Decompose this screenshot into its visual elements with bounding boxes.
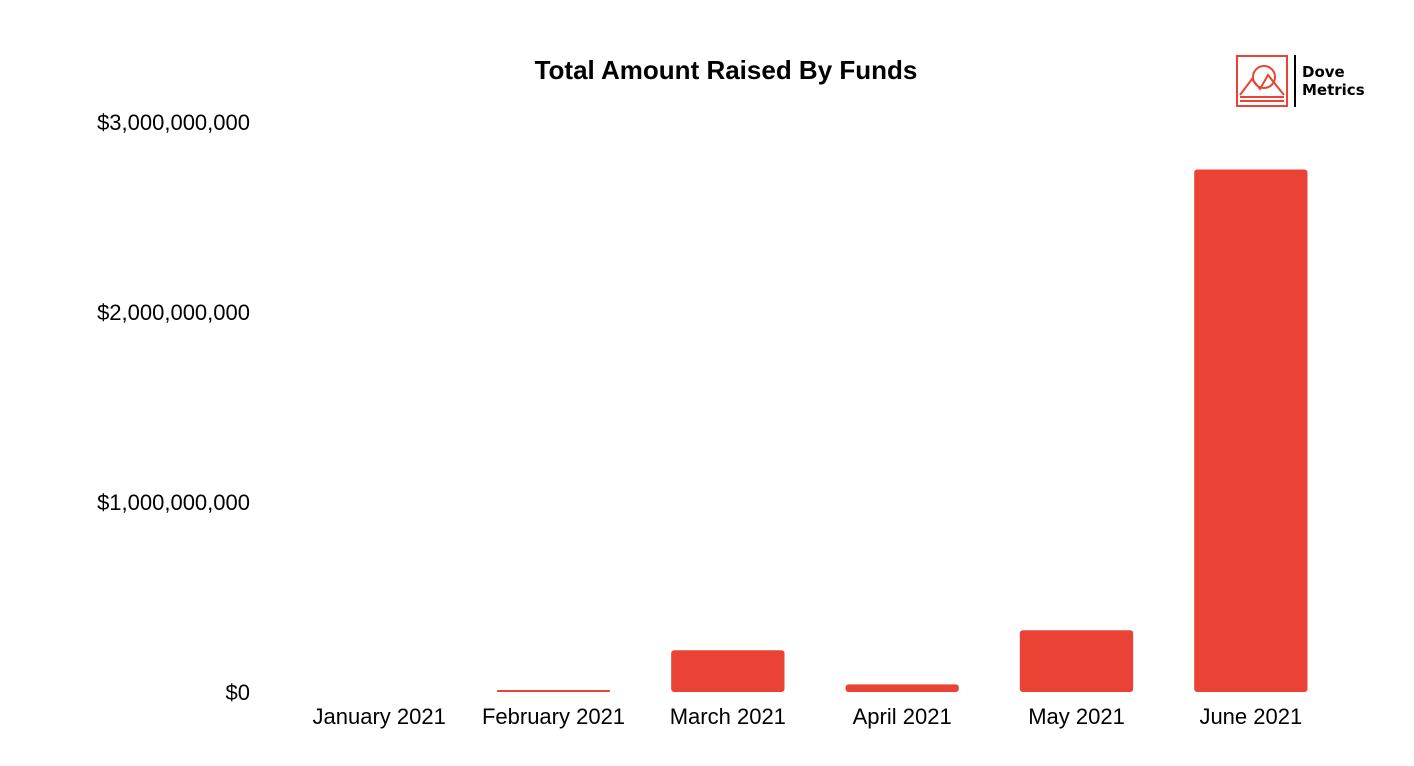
x-tick-label: April 2021 <box>853 704 952 729</box>
logo-text: Dove Metrics <box>1302 63 1365 99</box>
x-tick-label: January 2021 <box>313 704 446 729</box>
x-axis-ticks: January 2021 February 2021 March 2021 April… <box>313 704 1303 729</box>
bar <box>1194 169 1308 692</box>
y-axis-ticks: $0 $1,000,000,000 $2,000,000,000 $3,000,000… <box>97 110 250 705</box>
x-tick-label: February 2021 <box>482 704 625 729</box>
logo-text-line1: Dove <box>1302 63 1345 81</box>
chart-title: Total Amount Raised By Funds <box>535 55 918 85</box>
mountain-sun-icon <box>1236 55 1288 107</box>
y-tick-label: $0 <box>226 680 250 705</box>
y-tick-label: $3,000,000,000 <box>97 110 250 135</box>
bar <box>671 650 785 692</box>
dove-metrics-logo: Dove Metrics <box>1236 54 1365 108</box>
logo-divider <box>1294 55 1296 107</box>
y-tick-label: $1,000,000,000 <box>97 490 250 515</box>
x-tick-label: March 2021 <box>670 704 786 729</box>
logo-text-line2: Metrics <box>1302 81 1365 99</box>
x-tick-label: June 2021 <box>1199 704 1302 729</box>
bar <box>1019 630 1134 692</box>
y-tick-label: $2,000,000,000 <box>97 300 250 325</box>
x-tick-label: May 2021 <box>1028 704 1125 729</box>
bars <box>496 169 1308 692</box>
bar <box>845 684 959 692</box>
bar <box>496 690 611 692</box>
